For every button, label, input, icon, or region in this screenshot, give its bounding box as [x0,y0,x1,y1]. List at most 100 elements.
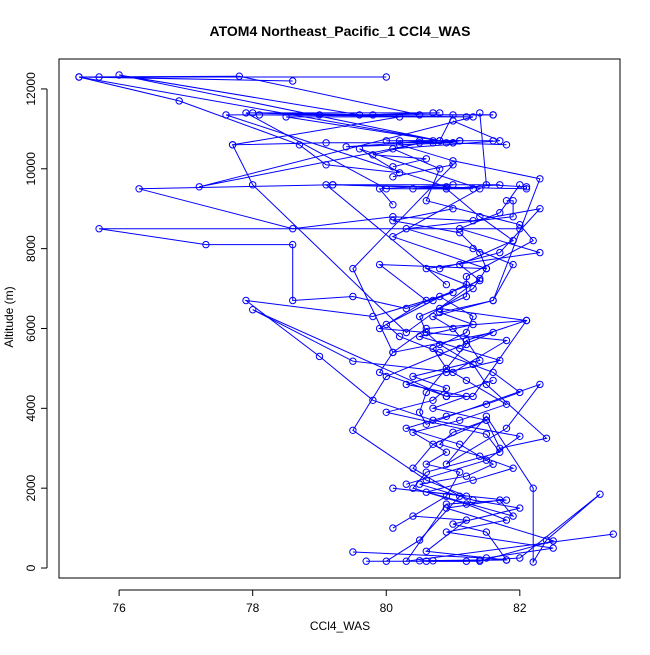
data-series-7 [349,161,617,565]
data-point [115,71,123,79]
data-point [476,452,484,460]
data-point [442,280,451,289]
data-point [456,416,464,424]
data-point [422,264,430,273]
data-point [442,448,451,456]
data-point [442,528,451,536]
data-point [516,225,524,233]
series-line [372,140,460,168]
data-point [549,544,557,552]
y-axis: 0 2000 4000 6000 8000 10000 12000 [24,72,48,571]
data-point [402,480,410,488]
data-point [436,109,444,117]
data-point [382,408,390,416]
data-point [482,456,491,464]
data-point [516,554,524,562]
data-point [449,139,457,147]
data-point [415,139,424,147]
data-point [476,356,484,365]
data-point [322,139,330,147]
data-point [482,400,491,408]
data-point [442,384,451,393]
data-point [489,376,497,385]
series-line [392,188,515,562]
data-point [516,221,524,229]
x-tick-label: 82 [513,601,527,615]
data-point [415,480,424,488]
data-point [409,372,417,381]
data-point [449,111,457,119]
data-point [235,72,244,80]
data-point [429,416,437,424]
data-point [609,530,617,538]
data-point [369,396,377,404]
data-point [382,73,390,81]
data-point [382,372,390,381]
data-point [375,324,384,333]
y-tick-label: 4000 [24,395,38,422]
data-point [415,111,424,119]
data-point [415,536,424,544]
data-point [249,181,257,189]
data-point [469,360,477,369]
data-point [449,157,457,165]
data-point [249,306,257,314]
series-line [406,200,601,564]
data-point [449,181,457,189]
data-point [342,143,350,151]
data-point [549,537,557,545]
data-point [456,137,464,145]
data-point [482,380,491,389]
data-point [449,288,457,297]
data-point [476,274,484,283]
data-point [536,248,544,257]
data-point [509,512,517,520]
data-point [482,430,491,438]
data-point [375,260,384,269]
data-point [135,185,143,193]
data-point [429,396,437,404]
x-axis: 76 78 80 82 [112,589,527,615]
data-point [482,412,491,420]
data-point [422,155,430,163]
data-point [329,181,337,189]
data-point [449,428,457,436]
data-point [542,434,551,442]
data-point [228,141,237,149]
data-point [422,547,430,555]
series-line [378,184,454,206]
data-point [402,380,410,389]
data-point [429,404,437,412]
series-line [352,144,554,559]
data-point [489,296,497,305]
data-point [462,492,471,500]
data-point [369,312,377,321]
data-point [449,161,457,169]
data-point [369,111,377,119]
data-point [175,97,183,105]
data-point [202,240,210,249]
data-point [536,175,544,183]
data-point [375,185,384,193]
data-point [449,520,457,528]
data-point [389,484,397,492]
series-line [78,76,509,397]
data-point [469,217,477,225]
data-point [462,376,471,385]
data-point [422,476,430,484]
data-series-9 [75,73,511,401]
data-point [422,460,430,468]
data-point [462,272,471,281]
y-tick-label: 2000 [24,475,38,502]
data-series-15 [375,181,457,209]
data-point [502,336,511,345]
data-point [315,111,324,119]
data-point [436,340,444,349]
data-point [522,183,531,191]
data-point [349,264,357,273]
data-point [516,504,524,512]
data-point [456,229,464,237]
data-point [536,380,544,389]
